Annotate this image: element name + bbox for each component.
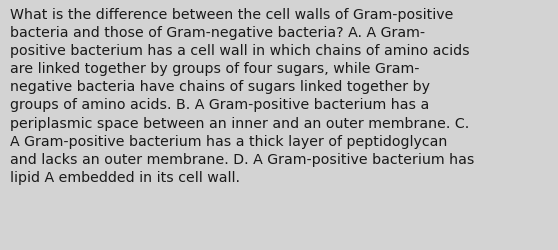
Text: What is the difference between the cell walls of Gram-positive
bacteria and thos: What is the difference between the cell … (10, 8, 474, 184)
